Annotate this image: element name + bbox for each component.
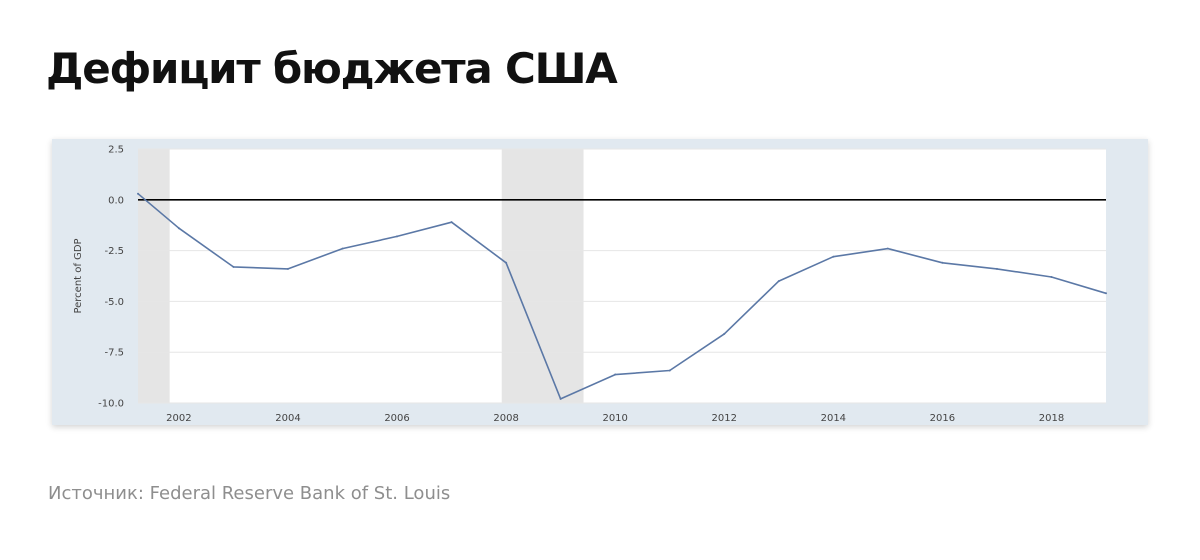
y-axis-title: Percent of GDP [73,238,84,313]
data-point [559,397,562,400]
data-point [668,369,671,372]
y-tick-label: 0.0 [108,195,124,206]
data-point [232,265,235,268]
data-point [886,247,889,250]
x-tick-label: 2004 [275,413,300,424]
chart-card: Percent of GDP 2.5 0.0 -2.5 -5.0 -7.5 -10.0 20… [52,139,1148,425]
data-point [995,267,998,270]
recession-band [501,149,584,403]
y-tick-label: -2.5 [104,246,124,257]
y-tick-label: -10.0 [98,399,124,410]
y-tick-label: -5.0 [104,297,124,308]
data-point [941,261,944,264]
y-tick-label: 2.5 [108,145,124,156]
x-tick-label: 2002 [166,413,191,424]
data-point [396,235,399,238]
data-point [614,373,617,376]
x-tick-label: 2014 [821,413,846,424]
data-point [1105,292,1107,295]
data-point [341,247,344,250]
x-tick-label: 2018 [1039,413,1064,424]
data-point [1050,276,1053,279]
plot-area [138,149,1106,403]
data-point [832,255,835,258]
x-tick-label: 2008 [493,413,518,424]
recession-band [138,149,170,403]
data-point [286,267,289,270]
x-tick-label: 2016 [930,413,955,424]
x-tick-label: 2006 [384,413,409,424]
page-title: Дефицит бюджета США [46,44,618,93]
y-tick-label: -7.5 [104,348,124,359]
x-tick-label: 2010 [602,413,627,424]
data-point [777,280,780,283]
data-point [723,332,726,335]
x-tick-label: 2012 [712,413,737,424]
data-point [505,261,508,264]
data-point [177,227,180,230]
line-chart: Percent of GDP 2.5 0.0 -2.5 -5.0 -7.5 -10.0 20… [73,145,1107,424]
data-point [450,221,453,224]
source-note: Источник: Federal Reserve Bank of St. Lo… [48,483,451,504]
data-point [137,192,139,195]
